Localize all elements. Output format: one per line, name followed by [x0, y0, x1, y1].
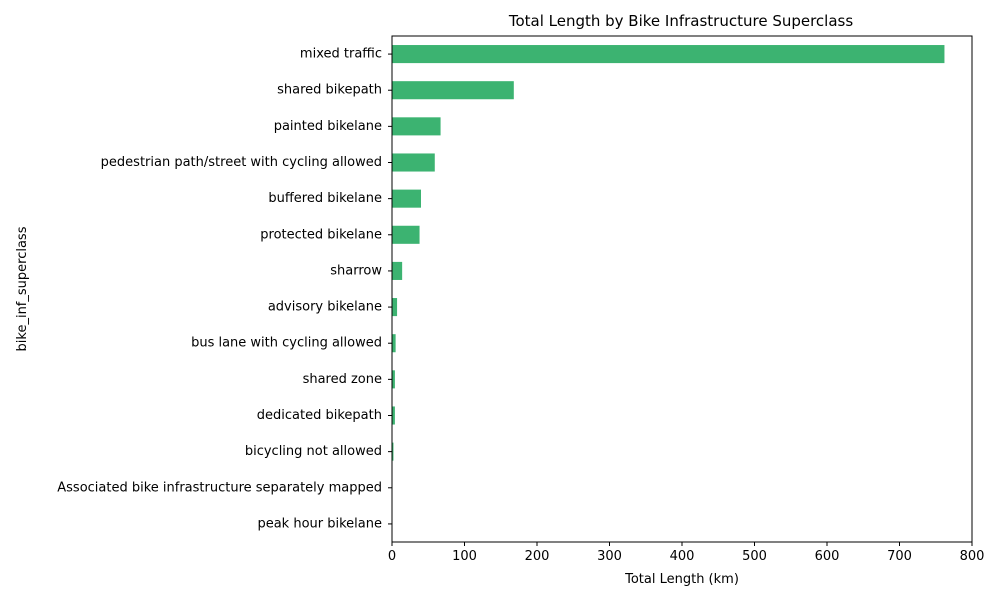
chart-title: Total Length by Bike Infrastructure Supe… — [508, 12, 854, 30]
bar-6 — [392, 262, 402, 280]
y-tick-label: painted bikelane — [274, 119, 382, 134]
plot-area-frame — [392, 36, 972, 542]
bar-8 — [392, 334, 396, 352]
bar-1 — [392, 81, 514, 99]
bar-3 — [392, 153, 435, 171]
y-tick-label: peak hour bikelane — [257, 516, 382, 531]
y-tick-label: shared zone — [303, 372, 382, 387]
y-tick-label: pedestrian path/street with cycling allo… — [101, 155, 382, 170]
x-tick-label: 600 — [815, 549, 840, 564]
x-tick-label: 800 — [960, 549, 985, 564]
x-tick-label: 0 — [388, 549, 396, 564]
x-tick-label: 100 — [452, 549, 477, 564]
y-tick-label: sharrow — [330, 263, 382, 278]
bar-0 — [392, 45, 944, 63]
y-tick-label: mixed traffic — [300, 47, 382, 62]
y-axis-title: bike_inf_superclass — [15, 226, 30, 351]
y-tick-label: Associated bike infrastructure separatel… — [57, 480, 382, 495]
y-tick-label: dedicated bikepath — [257, 408, 382, 423]
y-tick-label: buffered bikelane — [268, 191, 382, 206]
bar-2 — [392, 117, 441, 135]
x-axis-ticks: 0 100 200 300 400 500 600 700 800 — [388, 542, 985, 564]
y-axis-ticks: mixed traffic shared bikepath painted bike… — [57, 47, 392, 532]
bar-5 — [392, 226, 420, 244]
x-tick-label: 300 — [597, 549, 622, 564]
y-tick-label: bus lane with cycling allowed — [191, 336, 382, 351]
x-tick-label: 200 — [525, 549, 550, 564]
x-axis-title: Total Length (km) — [624, 572, 739, 587]
x-tick-label: 700 — [887, 549, 912, 564]
y-tick-label: bicycling not allowed — [245, 444, 382, 459]
x-tick-label: 400 — [670, 549, 695, 564]
bar-7 — [392, 298, 397, 316]
bar-4 — [392, 190, 421, 208]
bars-layer — [392, 45, 944, 533]
y-tick-label: advisory bikelane — [268, 300, 382, 315]
x-tick-label: 500 — [742, 549, 767, 564]
y-tick-label: protected bikelane — [260, 227, 382, 242]
y-tick-label: shared bikepath — [277, 83, 382, 98]
